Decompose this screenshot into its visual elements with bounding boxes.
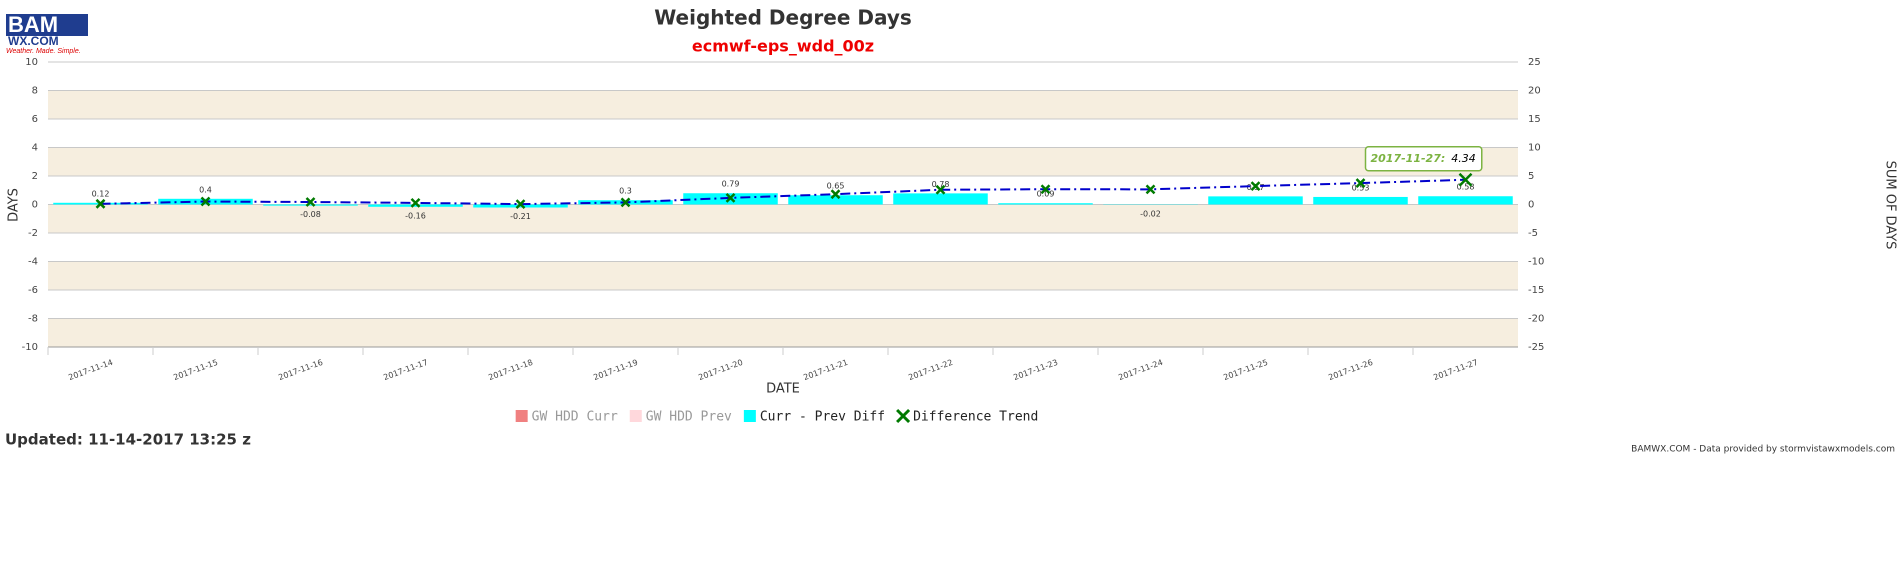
y-tick-label: -10 xyxy=(22,342,38,353)
legend: GW HDD Curr GW HDD Prev Curr - Prev Diff Di… xyxy=(516,410,1039,425)
data-label: 0.78 xyxy=(932,180,950,189)
data-label: 0.79 xyxy=(722,180,740,189)
data-label: 0.58 xyxy=(1457,183,1475,192)
tooltip-value: 4.34 xyxy=(1451,152,1476,165)
legend-marker xyxy=(897,410,909,422)
x-tick-label: 2017-11-21 xyxy=(802,358,849,382)
logo-site: WX.COM xyxy=(8,34,59,48)
plot-band xyxy=(48,319,1518,348)
bar xyxy=(368,205,463,207)
y2-tick-label: 5 xyxy=(1528,171,1534,182)
logo-slogan: Weather. Made. Simple. xyxy=(6,48,81,55)
y-tick-label: -6 xyxy=(28,285,38,296)
logo: BAM WX.COM Weather. Made. Simple. xyxy=(6,12,88,55)
x-tick-label: 2017-11-17 xyxy=(382,358,429,382)
tooltip: 2017-11-27: 4.34 xyxy=(1366,147,1482,171)
y2-tick-label: 10 xyxy=(1528,143,1541,154)
data-label: 0.3 xyxy=(619,187,632,196)
y2-tick-label: -20 xyxy=(1528,314,1544,325)
data-label: 0.12 xyxy=(92,189,110,198)
credits: BAMWX.COM - Data provided by stormvistaw… xyxy=(1631,445,1895,455)
x-tick-label: 2017-11-22 xyxy=(907,358,954,382)
y2-axis-label: SUM OF DAYS xyxy=(1883,161,1898,250)
y2-tick-label: -15 xyxy=(1528,285,1544,296)
x-tick-label: 2017-11-14 xyxy=(67,358,114,382)
y2-tick-label: 20 xyxy=(1528,86,1541,97)
y-tick-label: 6 xyxy=(32,114,38,125)
x-tick-label: 2017-11-23 xyxy=(1012,358,1059,382)
data-label: -0.16 xyxy=(405,211,426,220)
y-axis-label: DAYS xyxy=(7,188,22,222)
x-tick-label: 2017-11-25 xyxy=(1222,358,1269,382)
plot-band xyxy=(48,262,1518,291)
updated-text: Updated: 11-14-2017 13:25 z xyxy=(5,431,251,449)
legend-label: GW HDD Prev xyxy=(646,410,732,425)
data-label: -0.21 xyxy=(510,212,531,221)
x-tick-label: 2017-11-19 xyxy=(592,358,639,382)
y2-tick-label: 0 xyxy=(1528,200,1534,211)
chart-subtitle: ecmwf-eps_wdd_00z xyxy=(692,37,874,56)
legend-label: GW HDD Curr xyxy=(532,410,618,425)
y-tick-label: 10 xyxy=(25,57,38,68)
y2-tick-label: -10 xyxy=(1528,257,1544,268)
data-label: -0.08 xyxy=(300,210,321,219)
legend-swatch xyxy=(744,410,756,422)
data-label: 0.09 xyxy=(1037,190,1055,199)
bar xyxy=(263,205,358,206)
plot-band xyxy=(48,205,1518,234)
y-tick-label: -2 xyxy=(28,228,38,239)
x-tick-label: 2017-11-20 xyxy=(697,358,744,382)
tooltip-label: 2017-11-27: xyxy=(1371,152,1446,165)
y-tick-label: -8 xyxy=(28,314,38,325)
legend-label: Difference Trend xyxy=(913,410,1038,425)
y2-tick-label: -25 xyxy=(1528,342,1544,353)
legend-label: Curr - Prev Diff xyxy=(760,410,885,425)
plot-band xyxy=(48,148,1518,177)
bar xyxy=(893,193,988,204)
data-label: -0.02 xyxy=(1140,209,1161,218)
y-tick-label: -4 xyxy=(28,257,38,268)
x-tick-label: 2017-11-16 xyxy=(277,358,324,382)
y-tick-label: 8 xyxy=(32,86,38,97)
y2-tick-label: -5 xyxy=(1528,228,1538,239)
plot-band xyxy=(48,91,1518,120)
bar xyxy=(1208,196,1303,204)
chart-title: Weighted Degree Days xyxy=(654,6,912,30)
data-label: 0.65 xyxy=(827,182,845,191)
x-tick-label: 2017-11-18 xyxy=(487,358,534,382)
x-tick-label: 2017-11-27 xyxy=(1432,358,1479,382)
y2-tick-label: 25 xyxy=(1528,57,1541,68)
bar xyxy=(998,203,1093,204)
bar xyxy=(1313,197,1408,205)
bar xyxy=(788,195,883,204)
x-tick-label: 2017-11-24 xyxy=(1117,358,1164,382)
x-tick-label: 2017-11-26 xyxy=(1327,358,1374,382)
legend-swatch xyxy=(630,410,642,422)
y-tick-label: 4 xyxy=(32,143,38,154)
y-tick-label: 0 xyxy=(32,200,38,211)
bar xyxy=(1418,196,1513,204)
legend-swatch xyxy=(516,410,528,422)
data-label: 0.4 xyxy=(199,185,212,194)
y-tick-label: 2 xyxy=(32,171,38,182)
y2-tick-label: 15 xyxy=(1528,114,1541,125)
x-axis-label: DATE xyxy=(766,382,800,397)
logo-name: BAM xyxy=(8,12,58,37)
x-tick-label: 2017-11-15 xyxy=(172,358,219,382)
